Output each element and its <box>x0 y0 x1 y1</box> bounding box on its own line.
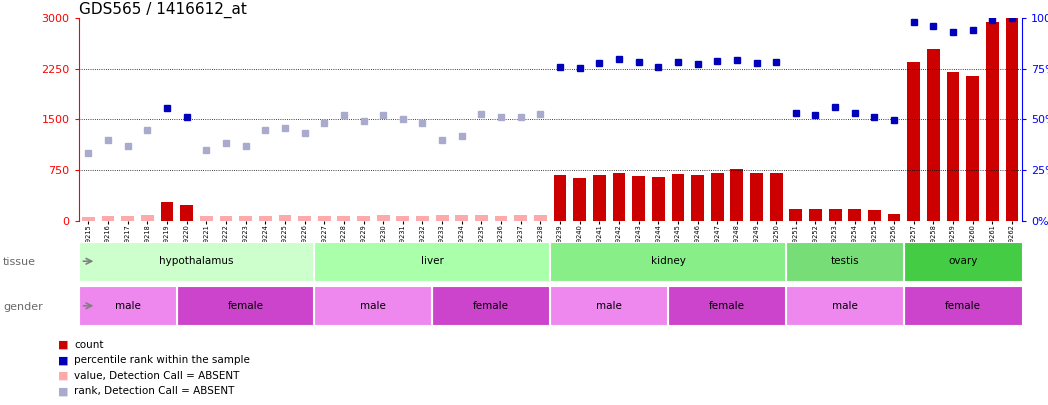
Bar <box>770 173 783 221</box>
Text: male: male <box>832 301 858 311</box>
Bar <box>377 215 390 221</box>
Bar <box>432 286 550 325</box>
Bar <box>314 242 550 281</box>
Text: female: female <box>945 301 981 311</box>
Text: liver: liver <box>421 256 443 266</box>
Text: GDS565 / 1416612_at: GDS565 / 1416612_at <box>79 2 246 18</box>
Bar <box>593 175 606 221</box>
Bar <box>632 176 645 221</box>
Bar <box>789 209 802 221</box>
Bar <box>849 209 861 221</box>
Text: testis: testis <box>831 256 859 266</box>
Text: value, Detection Call = ABSENT: value, Detection Call = ABSENT <box>74 371 240 381</box>
Bar <box>986 21 999 221</box>
Bar <box>396 216 409 221</box>
Bar <box>750 173 763 221</box>
Bar <box>239 216 252 221</box>
Bar <box>903 286 1022 325</box>
Text: rank, Detection Call = ABSENT: rank, Detection Call = ABSENT <box>74 386 235 396</box>
Bar <box>259 215 271 221</box>
Bar <box>79 286 177 325</box>
Bar <box>809 209 822 221</box>
Bar <box>534 215 547 221</box>
Text: male: male <box>596 301 623 311</box>
Bar <box>550 242 786 281</box>
Bar <box>927 49 940 221</box>
Bar <box>652 177 664 221</box>
Text: female: female <box>474 301 509 311</box>
Bar <box>416 215 429 221</box>
Text: hypothalamus: hypothalamus <box>159 256 234 266</box>
Bar <box>314 286 432 325</box>
Bar <box>141 215 154 221</box>
Bar <box>279 215 291 221</box>
Bar <box>550 286 668 325</box>
Text: male: male <box>361 301 387 311</box>
Bar <box>102 216 114 221</box>
Bar <box>177 286 314 325</box>
Text: kidney: kidney <box>651 256 685 266</box>
Bar <box>79 242 314 281</box>
Bar <box>318 216 330 221</box>
Bar <box>456 215 468 221</box>
Text: male: male <box>115 301 140 311</box>
Bar <box>475 215 487 221</box>
Bar <box>711 173 723 221</box>
Bar <box>786 242 903 281</box>
Bar <box>888 214 900 221</box>
Text: count: count <box>74 340 104 350</box>
Bar <box>122 216 134 221</box>
Text: percentile rank within the sample: percentile rank within the sample <box>74 356 250 365</box>
Bar <box>613 173 626 221</box>
Bar <box>730 169 743 221</box>
Bar <box>903 242 1022 281</box>
Bar <box>515 215 527 221</box>
Bar <box>357 216 370 221</box>
Text: tissue: tissue <box>3 257 36 267</box>
Bar <box>829 209 842 221</box>
Bar <box>672 174 684 221</box>
Bar <box>220 216 233 221</box>
Bar <box>82 217 94 221</box>
Text: ■: ■ <box>58 371 68 381</box>
Bar <box>573 177 586 221</box>
Bar <box>668 286 786 325</box>
Bar <box>1006 18 1019 221</box>
Text: ovary: ovary <box>948 256 978 266</box>
Bar <box>200 216 213 221</box>
Bar <box>946 72 959 221</box>
Bar <box>337 215 350 221</box>
Bar <box>692 175 704 221</box>
Text: female: female <box>227 301 264 311</box>
Bar <box>553 175 566 221</box>
Text: gender: gender <box>3 302 43 312</box>
Bar <box>436 215 449 221</box>
Text: ■: ■ <box>58 386 68 396</box>
Bar <box>908 62 920 221</box>
Bar <box>495 215 507 221</box>
Text: ■: ■ <box>58 340 68 350</box>
Text: female: female <box>709 301 745 311</box>
Bar <box>299 216 311 221</box>
Bar <box>160 202 173 221</box>
Bar <box>868 210 880 221</box>
Text: ■: ■ <box>58 356 68 365</box>
Bar <box>180 205 193 221</box>
Bar <box>786 286 903 325</box>
Bar <box>966 76 979 221</box>
